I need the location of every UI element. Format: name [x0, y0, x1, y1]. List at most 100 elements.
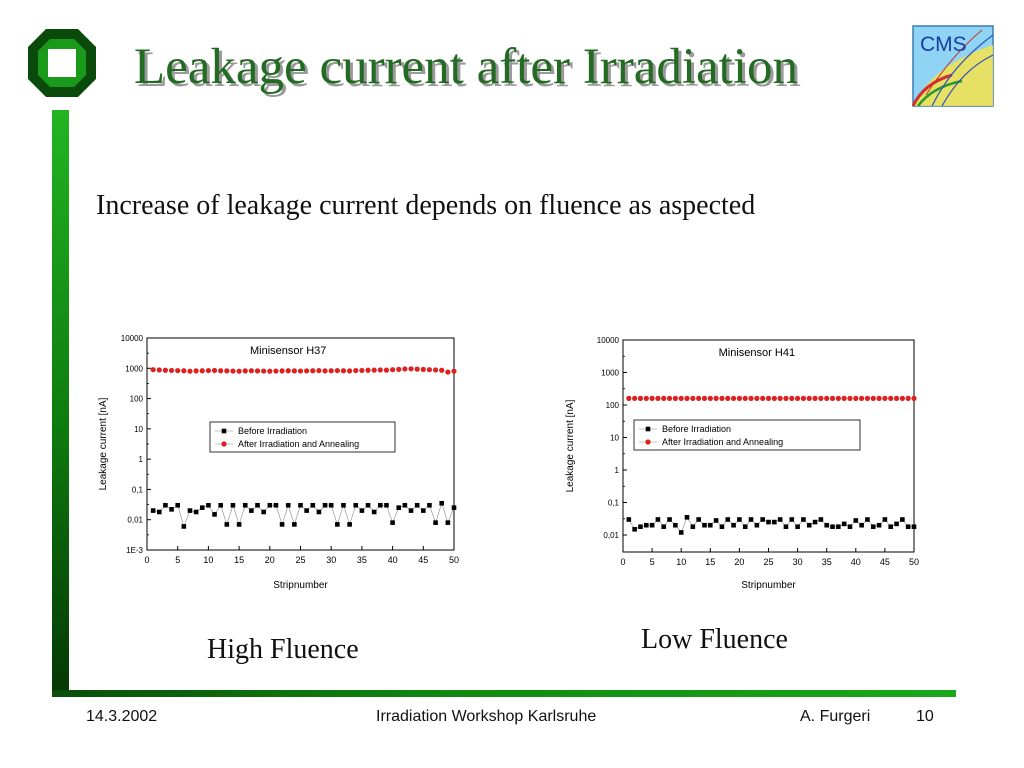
y-axis-label: Leakage current [nA]	[565, 399, 576, 492]
data-point-after	[273, 368, 279, 374]
x-axis-label: Stripnumber	[741, 580, 796, 591]
data-point-after	[719, 395, 725, 401]
x-tick-label: 0	[144, 555, 149, 565]
data-point-before	[742, 524, 748, 530]
data-point-after	[285, 368, 291, 374]
data-point-before	[847, 524, 853, 530]
data-point-after	[707, 395, 713, 401]
data-point-after	[637, 395, 644, 401]
data-point-after	[824, 395, 830, 401]
data-point-before	[304, 508, 309, 513]
y-tick-label: 100	[606, 401, 620, 410]
data-point-before	[760, 517, 765, 522]
data-point-before	[230, 502, 236, 508]
x-tick-label: 50	[909, 557, 919, 567]
y-tick-label: 0,01	[603, 531, 619, 540]
data-point-before	[427, 502, 432, 508]
x-tick-label: 40	[388, 555, 398, 565]
data-point-after	[377, 367, 383, 373]
x-tick-label: 20	[265, 555, 275, 565]
y-tick-label: 0,1	[608, 499, 620, 508]
data-point-before	[365, 502, 371, 508]
data-point-before	[199, 505, 205, 510]
data-point-before	[911, 524, 917, 530]
footer-author: A. Furgeri	[800, 708, 871, 725]
chart-title: Minisensor H37	[250, 345, 326, 357]
data-point-before	[894, 521, 899, 527]
y-tick-label: 100	[130, 395, 144, 404]
data-point-after	[847, 395, 853, 401]
data-point-before	[655, 517, 661, 522]
chart-title: Minisensor H41	[719, 347, 795, 359]
data-point-before	[812, 519, 818, 525]
data-point-after	[439, 367, 445, 373]
legend-marker	[221, 441, 227, 447]
data-point-after	[748, 395, 754, 401]
cms-logo-text: CMS	[920, 33, 967, 56]
data-point-after	[371, 367, 377, 373]
data-point-before	[402, 502, 408, 508]
x-tick-label: 5	[175, 555, 180, 565]
data-point-before	[341, 502, 346, 508]
data-point-before	[212, 512, 217, 517]
data-point-before	[673, 522, 678, 528]
y-tick-label: 1000	[125, 364, 143, 373]
data-point-before	[882, 517, 888, 522]
data-point-after	[789, 395, 795, 401]
x-tick-label: 25	[763, 557, 773, 567]
legend-box	[209, 421, 396, 453]
data-point-before	[748, 517, 754, 522]
data-point-before	[224, 522, 230, 527]
data-point-after	[199, 368, 205, 374]
data-point-after	[396, 366, 402, 372]
data-point-before	[353, 502, 359, 508]
data-point-before	[859, 522, 864, 528]
data-point-before	[638, 524, 643, 530]
x-tick-label: 45	[418, 555, 428, 565]
data-point-before	[708, 522, 713, 528]
data-point-before	[667, 517, 672, 522]
y-axis-label: Leakage current [nA]	[98, 397, 109, 490]
data-point-after	[632, 395, 638, 401]
data-point-before	[439, 500, 445, 506]
data-point-before	[690, 524, 696, 530]
data-point-after	[678, 395, 684, 401]
data-point-before	[267, 502, 273, 508]
data-point-before	[824, 522, 829, 528]
data-point-after	[218, 368, 224, 374]
data-point-after	[853, 395, 859, 401]
data-point-before	[279, 522, 285, 527]
y-tick-label: 10000	[597, 336, 620, 345]
data-point-after	[168, 367, 175, 374]
data-point-after	[870, 395, 876, 401]
data-point-before	[414, 502, 420, 508]
data-point-after	[812, 395, 818, 401]
data-point-before	[328, 502, 334, 508]
data-point-before	[836, 524, 841, 530]
footer-event: Irradiation Workshop Karlsruhe	[376, 708, 597, 725]
decorative-horizontal-bar	[52, 690, 956, 697]
data-point-before	[193, 509, 199, 515]
data-point-after	[340, 368, 347, 374]
data-point-before	[766, 519, 771, 525]
x-tick-label: 30	[326, 555, 336, 565]
data-point-before	[801, 517, 806, 522]
data-point-after	[211, 367, 218, 374]
data-point-after	[795, 395, 801, 401]
data-point-after	[736, 395, 742, 401]
legend-marker	[645, 426, 651, 432]
data-point-after	[334, 367, 340, 374]
data-point-before	[684, 515, 690, 520]
data-point-before	[719, 524, 725, 530]
data-point-after	[150, 367, 156, 373]
data-point-before	[181, 524, 187, 529]
data-point-after	[690, 395, 696, 401]
data-point-after	[291, 368, 297, 374]
data-point-before	[643, 522, 649, 528]
y-tick-label: 1	[615, 466, 620, 475]
y-tick-label: 1000	[601, 369, 619, 378]
data-point-after	[242, 368, 248, 374]
y-tick-label: 0,01	[127, 516, 143, 525]
data-point-after	[760, 395, 766, 401]
chart-minisensor-h41: 0,01 0,1 1 10 100 1000 10000 0 5 10 15 20 25 30 35 40 45…	[562, 332, 924, 592]
